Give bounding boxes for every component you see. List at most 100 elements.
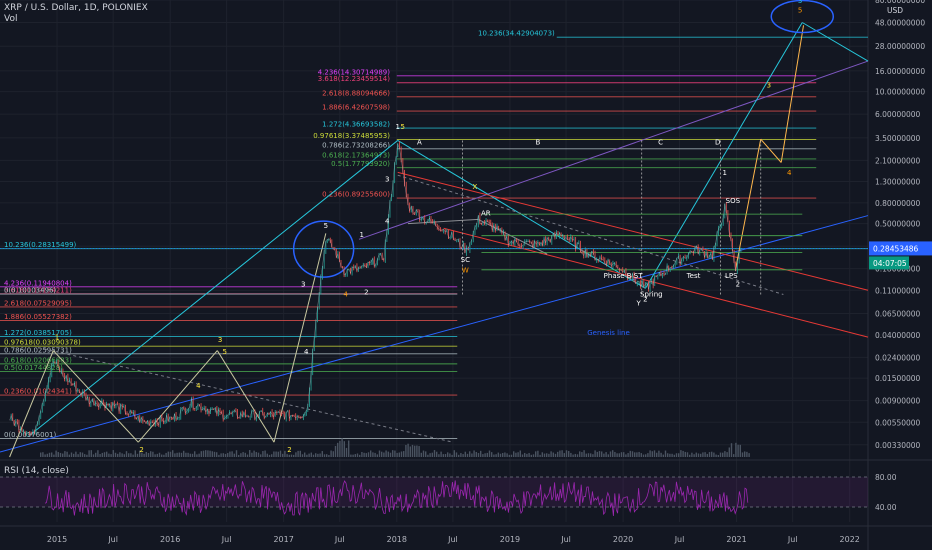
volume-bar [695, 452, 697, 457]
volume-bar [629, 450, 631, 457]
volume-bar [726, 452, 728, 457]
price-tick-label: 0.02400000 [875, 353, 921, 362]
volume-bar [81, 452, 84, 457]
wave-path-7 [478, 218, 548, 255]
volume-bar [680, 450, 682, 457]
volume-bar [167, 451, 169, 457]
volume-bar [431, 452, 433, 457]
fib-label: 0.786(2.73208266) [322, 141, 390, 149]
volume-bar [702, 452, 704, 457]
time-tick-label: 2021 [726, 535, 746, 544]
wave-label: 3 [385, 175, 389, 183]
volume-bar [495, 454, 497, 457]
volume-bar [576, 454, 579, 457]
wave-label: 2 [364, 288, 368, 296]
volume-bar [299, 450, 301, 457]
volume-bar [165, 452, 167, 457]
volume-bar [326, 454, 328, 457]
symbol-title[interactable]: XRP / U.S. Dollar, 1D, POLONIEX [4, 3, 148, 13]
volume-bar [130, 453, 132, 457]
chart-header: XRP / U.S. Dollar, 1D, POLONIEX Vol [4, 3, 148, 25]
volume-bar [59, 452, 62, 457]
time-tick-label: Jul [674, 535, 685, 544]
volume-bar [711, 451, 713, 457]
volume-bar [350, 454, 352, 457]
price-tick-label: 0.11000000 [875, 286, 921, 295]
volume-bar [506, 453, 508, 457]
volume-bar [473, 450, 475, 457]
volume-bar [488, 450, 491, 457]
volume-bar [361, 451, 363, 457]
fib-label: 0.97618(3.37485953) [313, 132, 390, 140]
volume-bar [429, 453, 431, 457]
volume-bar [389, 452, 392, 457]
volume-bar [233, 453, 235, 457]
volume-bar [356, 453, 359, 457]
wave-label: 4 [343, 291, 348, 299]
price-tick-label: 0.04000000 [875, 331, 921, 340]
volume-bar [561, 450, 563, 457]
volume-bar [66, 451, 68, 457]
volume-bar [238, 454, 240, 457]
volume-bar [332, 451, 334, 457]
rsi-tick-label: 40.00 [875, 503, 897, 512]
volume-bar [407, 443, 409, 457]
price-tick-label: 2.10000000 [875, 156, 921, 165]
volume-bar [345, 447, 348, 457]
volume-bar [128, 453, 130, 457]
volume-bar [145, 451, 147, 457]
volume-bar [240, 453, 242, 457]
volume-bar [218, 454, 220, 457]
volume-bar [194, 451, 196, 457]
volume-bar [598, 451, 601, 457]
volume-bar [543, 453, 546, 457]
volume-bar [662, 454, 664, 457]
volume-bar [587, 453, 590, 457]
time-tick-label: Jul [447, 535, 458, 544]
volume-bar [367, 452, 370, 457]
volume-bar [363, 452, 365, 457]
volume-bar [528, 453, 530, 457]
rsi-label[interactable]: RSI (14, close) [4, 466, 69, 476]
volume-bar [178, 452, 180, 457]
volume-bar [143, 453, 145, 457]
wave-label: 5 [400, 123, 404, 131]
price-axis: 80.00000000 48.00000000 28.00000000 16.0000… [869, 0, 932, 512]
volume-bar [449, 453, 451, 457]
volume-bar [207, 450, 209, 457]
volume-bar [682, 450, 684, 457]
fib-label: 10.236(34.42904073) [478, 30, 555, 38]
volume-bar [664, 450, 667, 457]
fib-label: 3.618(12.23459514) [318, 75, 391, 83]
price-line [9, 143, 742, 436]
volume-bar [359, 454, 361, 457]
volume-bar [581, 452, 583, 457]
volume-bar [678, 453, 680, 457]
volume-bar [658, 450, 660, 457]
volume-label[interactable]: Vol [4, 14, 18, 24]
volume-bar [191, 453, 194, 457]
volume-bar [290, 454, 293, 457]
volume-bar [612, 450, 614, 457]
time-tick-label: Jul [334, 535, 345, 544]
volume-bar [183, 450, 185, 457]
annotation-label: SC [461, 256, 470, 264]
wave-label: 4 [787, 169, 792, 177]
volume-bar [84, 454, 86, 457]
volume-bar [539, 454, 541, 457]
countdown-label: 04:07:05 [873, 259, 907, 268]
price-tick-label: 1.30000000 [875, 177, 921, 186]
wave-label: 1 [395, 123, 399, 131]
volume-bar [660, 452, 662, 457]
volume-bar [491, 452, 493, 457]
highlight-ellipse [292, 220, 355, 278]
volume-bar [97, 450, 99, 457]
volume-bar [70, 452, 73, 457]
volume-bar [469, 451, 471, 457]
volume-bar [638, 451, 640, 457]
fib-label: 4.236(0.11940804) [4, 279, 72, 287]
volume-bar [354, 454, 356, 457]
volume-bar [323, 454, 326, 457]
volume-bar [667, 453, 669, 457]
